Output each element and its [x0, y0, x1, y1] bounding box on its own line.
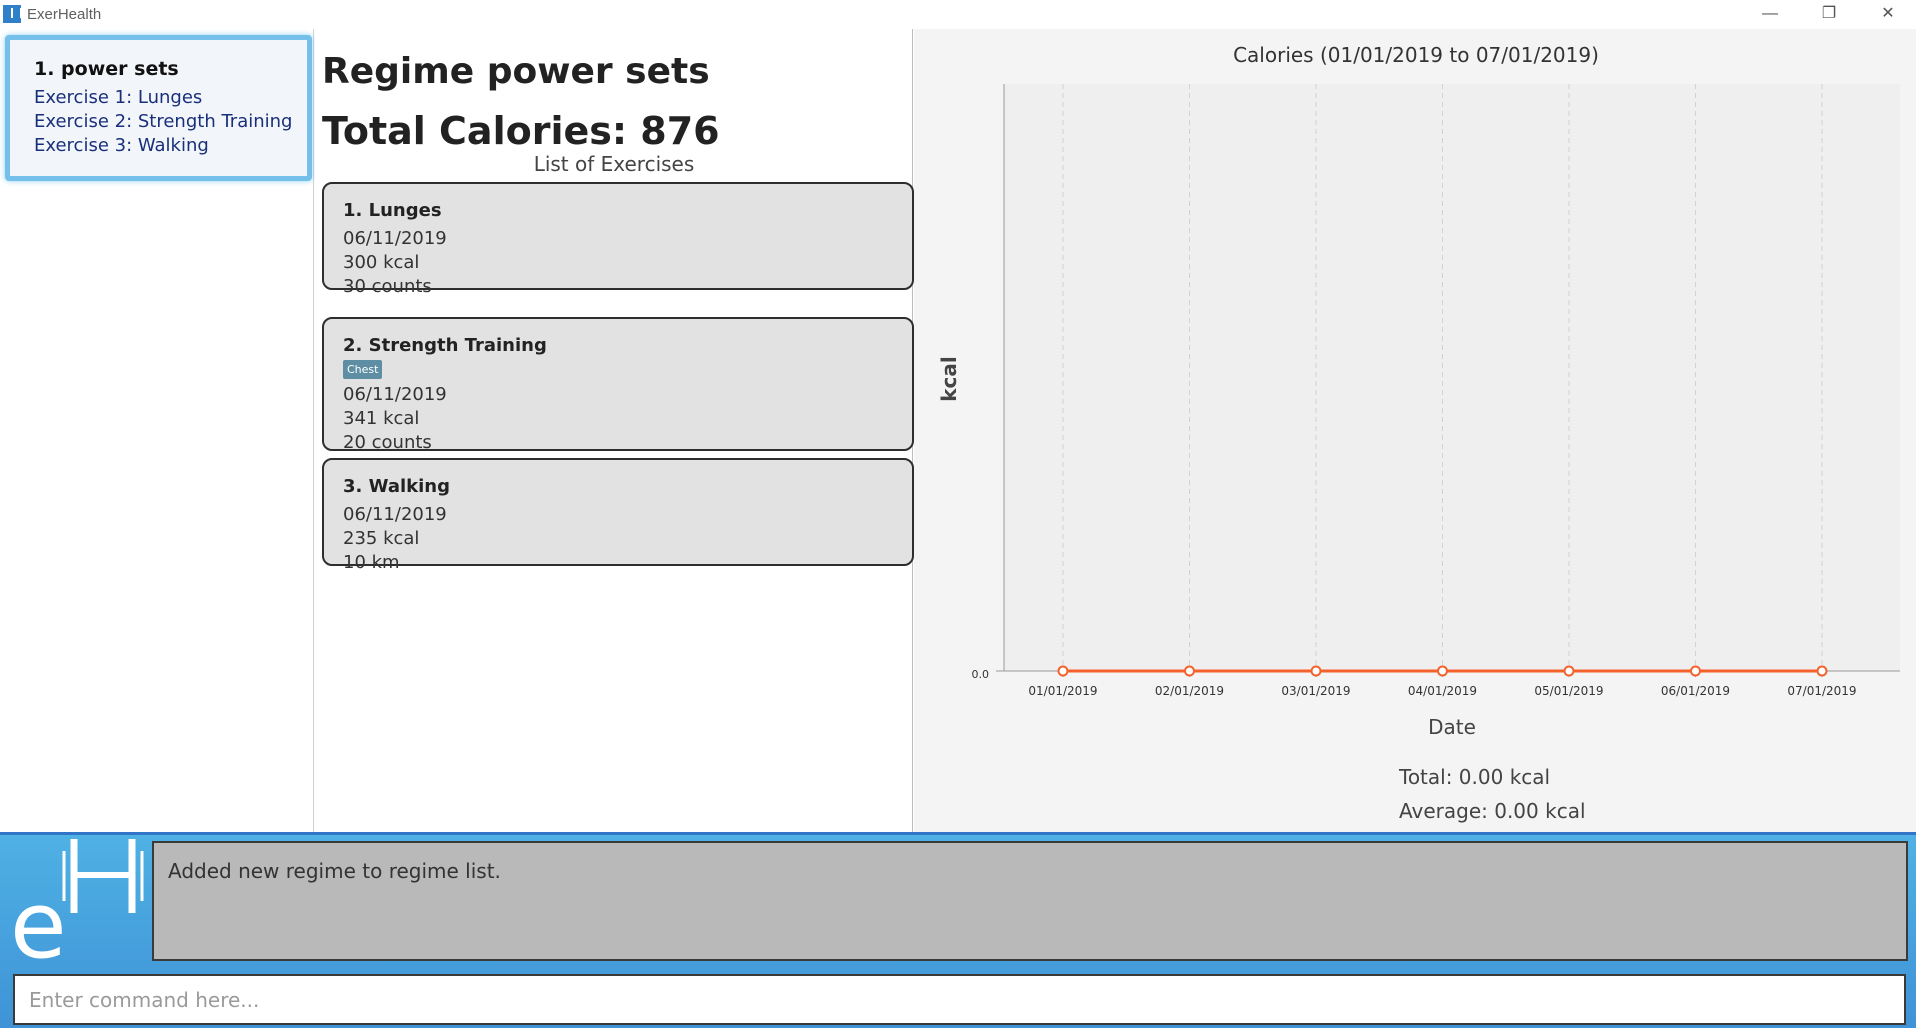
muscle-tag-badge: Chest	[343, 360, 383, 379]
regime-list-panel: 1. power sets Exercise 1: Lunges Exercis…	[0, 29, 314, 832]
exerhealth-logo-icon: e	[10, 839, 144, 971]
regime-title: 1. power sets	[34, 58, 179, 80]
result-display: Added new regime to regime list.	[152, 841, 1908, 961]
regime-detail-panel: Regime power sets Total Calories: 876 Li…	[315, 29, 914, 832]
x-tick-label: 06/01/2019	[1661, 684, 1730, 698]
exercise-title: 2. Strength Training	[343, 335, 547, 356]
data-point[interactable]	[1057, 665, 1069, 677]
x-tick-label: 04/01/2019	[1408, 684, 1477, 698]
exercise-date: 06/11/2019	[343, 384, 447, 405]
total-calories: Total Calories: 876	[322, 109, 720, 153]
exercise-calories: 341 kcal	[343, 408, 420, 429]
regime-exercise-item: Exercise 2: Strength Training	[34, 111, 293, 132]
exercise-calories: 300 kcal	[343, 252, 420, 273]
x-tick-label: 02/01/2019	[1155, 684, 1224, 698]
calorie-line-chart: Calories (01/01/2019 to 07/01/2019) kcal…	[937, 43, 1900, 823]
exercise-list-heading: List of Exercises	[533, 152, 695, 176]
close-button[interactable]: ✕	[1881, 5, 1895, 22]
x-tick-label: 05/01/2019	[1534, 684, 1603, 698]
exercise-quantity: 30 counts	[343, 276, 432, 297]
regime-detail-title: Regime power sets	[322, 51, 710, 92]
calorie-chart-panel: Calories (01/01/2019 to 07/01/2019) kcal…	[914, 29, 1916, 832]
data-point[interactable]	[1816, 665, 1828, 677]
result-message: Added new regime to regime list.	[168, 859, 501, 883]
chart-total: Total: 0.00 kcal	[1398, 765, 1550, 789]
exercise-date: 06/11/2019	[343, 504, 447, 525]
x-tick-label: 07/01/2019	[1787, 684, 1856, 698]
exercise-date: 06/11/2019	[343, 228, 447, 249]
chart-average: Average: 0.00 kcal	[1399, 799, 1586, 823]
data-point[interactable]	[1310, 665, 1322, 677]
data-point[interactable]	[1563, 665, 1575, 677]
exercise-card[interactable]: 1. Lunges 06/11/2019 300 kcal 30 counts	[322, 182, 914, 297]
y-axis-label: kcal	[937, 356, 961, 402]
exercise-title: 3. Walking	[343, 476, 450, 497]
exercise-title: 1. Lunges	[343, 200, 442, 221]
app-logo-icon	[3, 5, 22, 23]
minimize-button[interactable]: —	[1762, 5, 1778, 22]
exercise-card[interactable]: 2. Strength Training Chest 06/11/2019 34…	[322, 317, 914, 453]
data-point[interactable]	[1437, 665, 1448, 677]
x-tick-label: 01/01/2019	[1028, 684, 1097, 698]
regime-exercise-item: Exercise 3: Walking	[34, 135, 209, 156]
chart-title: Calories (01/01/2019 to 07/01/2019)	[1233, 43, 1599, 67]
data-point[interactable]	[1184, 665, 1195, 677]
exercise-quantity: 20 counts	[343, 432, 432, 453]
exercise-card[interactable]: 3. Walking 06/11/2019 235 kcal 10 km	[322, 458, 914, 573]
y-tick-label: 0.0	[972, 668, 990, 681]
command-input[interactable]	[13, 974, 1906, 1025]
window-title: ExerHealth	[27, 6, 102, 23]
svg-text:e: e	[10, 872, 67, 971]
bottom-bar: e Added new regime to regime list.	[0, 832, 1916, 1028]
plot-area	[1004, 84, 1900, 671]
data-point[interactable]	[1690, 665, 1701, 677]
regime-exercise-item: Exercise 1: Lunges	[34, 87, 203, 108]
exercise-calories: 235 kcal	[343, 528, 420, 549]
x-axis-label: Date	[1428, 715, 1476, 739]
regime-list-item[interactable]: 1. power sets Exercise 1: Lunges Exercis…	[5, 35, 312, 181]
exercise-quantity: 10 km	[343, 552, 400, 573]
title-bar: ExerHealth — ❐ ✕	[0, 0, 1916, 29]
restore-button[interactable]: ❐	[1821, 5, 1837, 22]
x-tick-label: 03/01/2019	[1281, 684, 1350, 698]
